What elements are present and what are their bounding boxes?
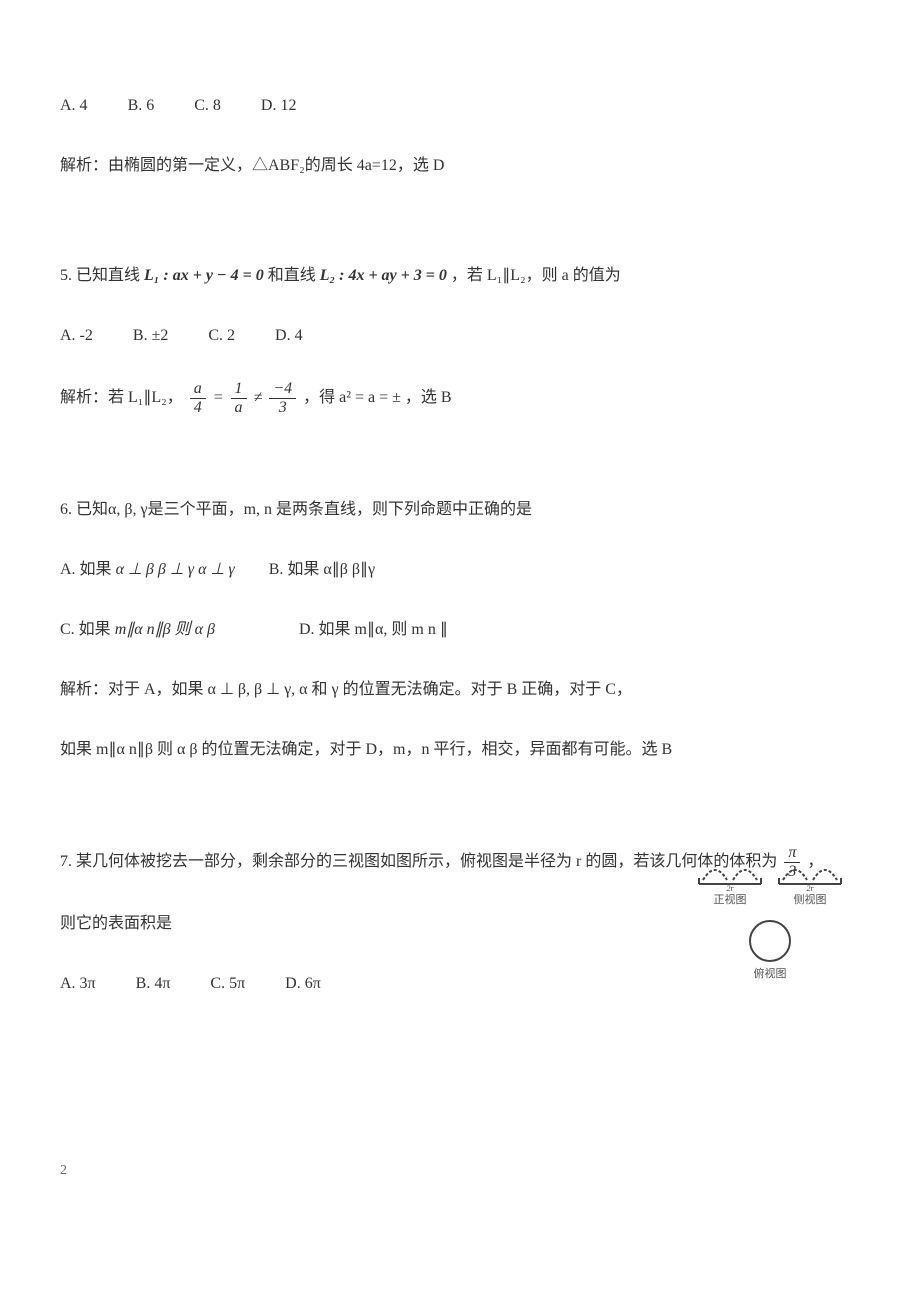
q7-optC: C. 5π: [210, 968, 245, 1000]
q6-analysis-l1: 解析：对于 A，如果 α ⊥ β, β ⊥ γ, α 和 γ 的位置无法确定。对…: [60, 674, 860, 706]
q5-eq2: : 4x + ay + 3 = 0: [339, 267, 451, 284]
q7-block: 7. 某几何体被挖去一部分，剩余部分的三视图如图所示，俯视图是半径为 r 的圆，…: [60, 844, 860, 1000]
q4-optA: A. 4: [60, 90, 88, 122]
q4-options: A. 4 B. 6 C. 8 D. 12: [60, 90, 860, 122]
q5-optD: D. 4: [275, 320, 303, 352]
q5-cond: ，若 L₁∥L₂，则 a 的值为: [451, 267, 621, 284]
q5-f2-num: 1: [231, 380, 247, 398]
q5-mid: 和直线: [268, 267, 320, 284]
q6-stem: 6. 已知α, β, γ是三个平面，m, n 是两条直线，则下列命题中正确的是: [60, 494, 860, 526]
q5-analysis-head: 解析：若 L₁∥L₂，: [60, 389, 183, 406]
neq-sign: ≠: [254, 389, 267, 406]
three-views-figure: 2r 正视图 2r 侧视图 俯视图: [680, 854, 860, 983]
q5-L1: L₁: [144, 267, 159, 284]
q5-L2: L₂: [320, 267, 335, 284]
q5-f1-den: 4: [190, 398, 206, 417]
q4-optD: D. 12: [261, 90, 297, 122]
q5-stem: 5. 已知直线 L₁ : ax + y − 4 = 0 和直线 L₂ : 4x …: [60, 260, 860, 292]
q5-options: A. -2 B. ±2 C. 2 D. 4: [60, 320, 860, 352]
q5-f3-den: 3: [269, 398, 296, 417]
q5-analysis: 解析：若 L₁∥L₂， a 4 = 1 a ≠ −4 3 ，得 a² = a =…: [60, 380, 860, 416]
q4-optC: C. 8: [194, 90, 221, 122]
q5-f3-num: −4: [269, 380, 296, 398]
front-view-label: 正视图: [695, 892, 765, 910]
svg-text:2r: 2r: [726, 884, 734, 892]
q5-frac2: 1 a: [231, 380, 247, 416]
q5-optA: A. -2: [60, 320, 93, 352]
side-view-icon: 2r: [775, 854, 845, 892]
q6-optC-pre: C. 如果: [60, 621, 111, 638]
q5-eq1: : ax + y − 4 = 0: [163, 267, 267, 284]
front-view: 2r 正视图: [695, 854, 765, 910]
q6-optB: B. 如果 α∥β β∥γ: [269, 561, 375, 578]
top-view: 俯视图: [745, 916, 795, 984]
front-view-icon: 2r: [695, 854, 765, 892]
q4-analysis: 解析：由椭圆的第一定义，△ABF₂的周长 4a=12，选 D: [60, 150, 860, 182]
eq-sign-1: =: [213, 389, 228, 406]
top-view-icon: [745, 916, 795, 966]
q7-optA: A. 3π: [60, 968, 96, 1000]
q5-stem-pre: 5. 已知直线: [60, 267, 144, 284]
q6-opts-row2: C. 如果 m∥α n∥β 则 α β D. 如果 m∥α, 则 m n ∥: [60, 614, 860, 646]
q5-optB: B. ±2: [133, 320, 168, 352]
q5-f2-den: a: [231, 398, 247, 417]
q5-analysis-tail: ，得 a² = a = ± ，选 B: [303, 389, 452, 406]
side-view: 2r 侧视图: [775, 854, 845, 910]
q5-f1-num: a: [190, 380, 206, 398]
q6-optA-mid: α ⊥ β β ⊥ γ α ⊥ γ: [116, 561, 235, 578]
q4-optB: B. 6: [128, 90, 155, 122]
q5-frac3: −4 3: [269, 380, 296, 416]
q6-optC-mid: m∥α n∥β 则 α β: [115, 621, 215, 638]
side-view-label: 侧视图: [775, 892, 845, 910]
q7-stem-pre: 7. 某几何体被挖去一部分，剩余部分的三视图如图所示，俯视图是半径为 r 的圆，…: [60, 853, 777, 870]
q6-optA-pre: A. 如果: [60, 561, 112, 578]
q6-analysis-l2: 如果 m∥α n∥β 则 α β 的位置无法确定，对于 D，m，n 平行，相交，…: [60, 734, 860, 766]
q6-opts-row1: A. 如果 α ⊥ β β ⊥ γ α ⊥ γ B. 如果 α∥β β∥γ: [60, 554, 860, 586]
page-number: 2: [60, 1160, 860, 1182]
q6-optD: D. 如果 m∥α, 则 m n ∥: [299, 621, 448, 638]
q5-optC: C. 2: [208, 320, 235, 352]
q7-optB: B. 4π: [136, 968, 171, 1000]
q5-frac1: a 4: [190, 380, 206, 416]
top-view-label: 俯视图: [745, 966, 795, 984]
svg-text:2r: 2r: [806, 884, 814, 892]
q7-optD: D. 6π: [285, 968, 321, 1000]
